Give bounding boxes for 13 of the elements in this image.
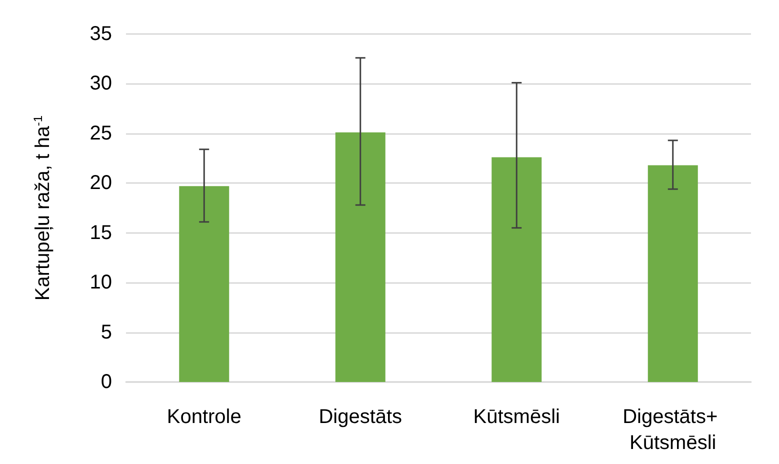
y-tick-label: 20	[90, 172, 112, 194]
y-axis-title: Kartupeļu raža, t ha-1	[31, 115, 54, 301]
x-tick-label: Kontrole	[166, 406, 242, 428]
y-tick-label: 35	[90, 23, 112, 45]
x-tick-label: Kūtsmēsli	[473, 406, 560, 428]
y-tick-label: 5	[100, 321, 112, 344]
y-tick-label: 15	[90, 222, 112, 244]
y-tick-label: 30	[90, 72, 112, 95]
y-tick-label: 0	[100, 371, 112, 393]
x-tick-label: Digestāts	[318, 406, 402, 428]
x-tick-label: Digestāts+ Kūtsmēsli	[622, 406, 724, 454]
y-tick-label: 10	[90, 272, 112, 294]
y-tick-label: 25	[90, 122, 112, 144]
